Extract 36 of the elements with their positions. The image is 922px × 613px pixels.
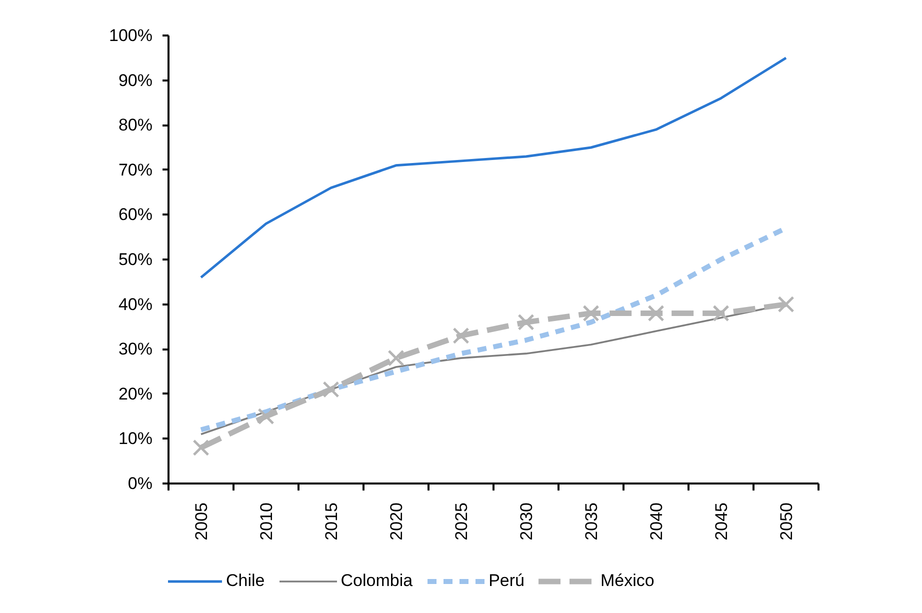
x-tick-label: 2050 <box>777 502 796 540</box>
point <box>192 439 210 456</box>
x-tick-label: 2040 <box>647 502 666 540</box>
x-tick-label: 2005 <box>192 502 211 540</box>
legend-label: Perú <box>488 571 524 591</box>
point <box>582 304 600 322</box>
point <box>778 296 794 313</box>
x-tick-label: 2015 <box>322 502 341 540</box>
x-tick-label: 2010 <box>257 502 276 540</box>
y-tick-label: 20% <box>118 384 153 404</box>
y-tick-label: 30% <box>118 340 153 359</box>
x-tick-label: 2035 <box>582 502 601 540</box>
y-tick-label: 70% <box>118 160 153 180</box>
y-tick-label: 100% <box>109 26 153 45</box>
legend-label: Colombia <box>340 571 413 591</box>
y-tick-label: 80% <box>118 116 153 135</box>
x-tick-label: 2030 <box>517 502 536 540</box>
x-tick-label: 2045 <box>712 502 731 540</box>
y-tick-label: 60% <box>118 205 153 224</box>
y-tick-label: 0% <box>128 474 153 493</box>
legend-label: Chile <box>226 571 265 591</box>
x-tick-label: 2020 <box>387 502 406 540</box>
line-series <box>200 56 788 279</box>
point <box>648 304 664 322</box>
point <box>258 408 274 425</box>
legend-label: México <box>600 571 654 591</box>
point <box>322 381 340 398</box>
point <box>518 314 534 331</box>
x-tick-label: 2025 <box>452 502 471 540</box>
point <box>452 327 470 344</box>
y-tick-label: 40% <box>118 294 153 314</box>
point <box>388 350 404 366</box>
y-tick-label: 90% <box>118 70 153 90</box>
y-tick-label: 50% <box>118 250 153 269</box>
y-tick-label: 10% <box>118 429 153 448</box>
point <box>712 304 730 322</box>
